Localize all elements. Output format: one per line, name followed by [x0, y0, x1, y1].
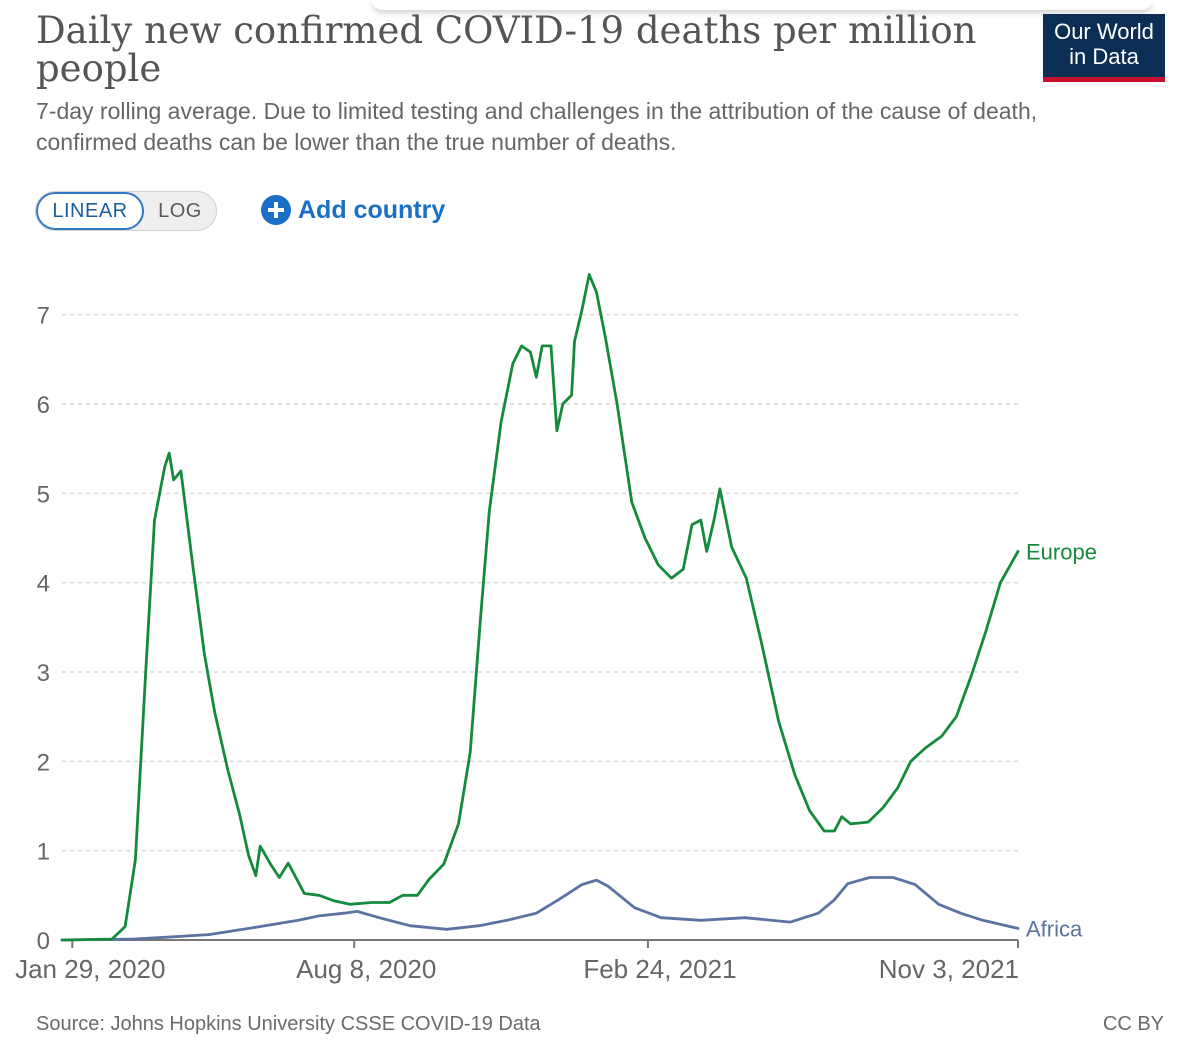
y-tick-label: 7 — [37, 303, 50, 330]
license-link[interactable]: CC BY — [1102, 1013, 1164, 1035]
series-label-africa: Africa — [1026, 916, 1083, 941]
x-tick-label: Feb 24, 2021 — [583, 954, 736, 984]
y-tick-label: 6 — [37, 392, 50, 419]
series-line-africa — [60, 876, 1020, 942]
x-tick-label: Jan 29, 2020 — [15, 954, 165, 984]
linear-scale-button[interactable]: LINEAR — [36, 192, 144, 230]
y-tick-label: 0 — [37, 928, 50, 955]
log-scale-button[interactable]: LOG — [158, 199, 202, 222]
series-line-europe — [60, 273, 1020, 942]
top-overlay-edge — [372, 0, 1152, 10]
line-chart: 0 1 2 3 4 5 6 7 Jan 29, 2020 Aug 8, 2020 Feb 24, 2… — [15, 273, 1097, 984]
series-label-europe: Europe — [1026, 539, 1097, 564]
y-tick-label: 3 — [37, 660, 50, 687]
x-tick-label: Nov 3, 2021 — [879, 954, 1019, 984]
chart-title: Daily new confirmed COVID-19 deaths per … — [36, 9, 977, 90]
plus-circle-icon — [261, 195, 291, 225]
chart-subtitle: 7-day rolling average. Due to limited te… — [36, 98, 1038, 155]
y-tick-label: 2 — [37, 749, 50, 776]
owid-logo[interactable]: Our World in Data — [1043, 14, 1165, 82]
logo-line-2: in Data — [1069, 44, 1139, 69]
source-note: Source: Johns Hopkins University CSSE CO… — [36, 1013, 541, 1035]
x-tick-label: Aug 8, 2020 — [296, 954, 436, 984]
logo-line-1: Our World — [1054, 19, 1154, 44]
scale-toggle: LINEAR LOG — [35, 191, 217, 231]
add-country-label: Add country — [298, 195, 446, 224]
y-tick-label: 1 — [37, 839, 50, 866]
y-tick-label: 4 — [37, 571, 50, 598]
add-country-button[interactable]: Add country — [260, 192, 445, 228]
y-tick-label: 5 — [37, 481, 50, 508]
